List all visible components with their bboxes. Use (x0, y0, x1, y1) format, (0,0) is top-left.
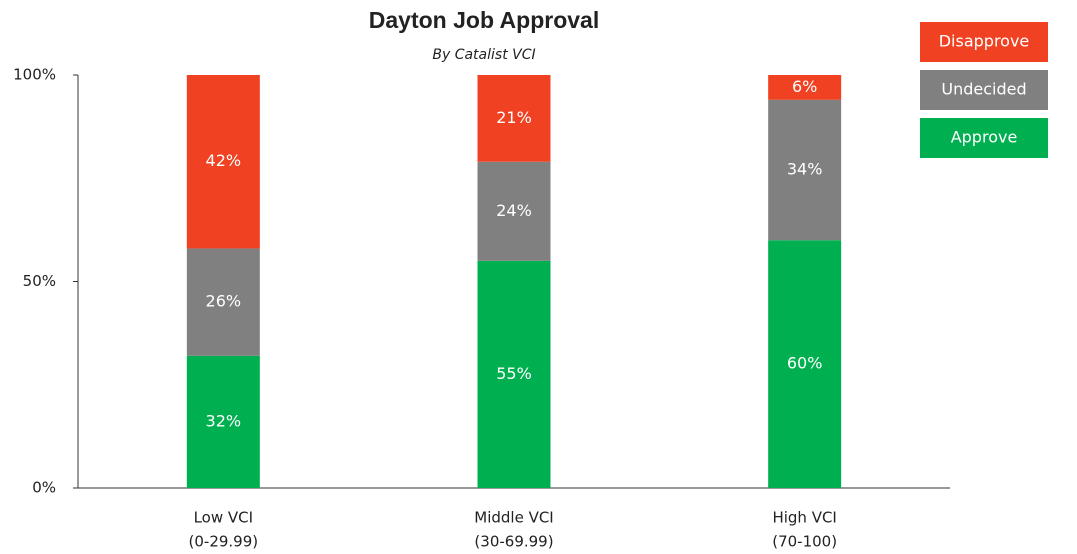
x-tick-label: High VCI (772, 509, 836, 527)
data-label: 42% (206, 151, 242, 170)
y-tick-label: 100% (13, 66, 56, 84)
chart-subtitle: By Catalist VCI (432, 47, 535, 63)
y-tick-label: 0% (32, 479, 56, 497)
data-label: 6% (792, 77, 817, 96)
x-tick-label: (70-100) (772, 533, 837, 551)
legend-swatch (920, 118, 1048, 158)
legend-label: Approve (951, 128, 1018, 147)
data-label: 26% (206, 292, 242, 311)
bar-segment (768, 240, 842, 488)
bar-segment (186, 248, 260, 356)
bar-segment (768, 75, 842, 100)
data-label: 34% (787, 159, 823, 178)
bar-segment (477, 75, 551, 162)
legend-swatch (920, 22, 1048, 62)
x-tick-label: Middle VCI (474, 509, 553, 527)
x-tick-label: (0-29.99) (189, 533, 259, 551)
bar-segment (186, 75, 260, 249)
chart-title: Dayton Job Approval (369, 7, 599, 33)
legend-swatch (920, 70, 1048, 110)
legend-label: Disapprove (939, 32, 1030, 51)
bar-segment (477, 260, 551, 488)
data-label: 21% (496, 108, 532, 127)
data-label: 24% (496, 201, 532, 220)
data-label: 55% (496, 364, 532, 383)
legend-label: Undecided (941, 80, 1026, 99)
data-label: 60% (787, 354, 823, 373)
bar-segment (186, 355, 260, 488)
x-tick-label: Low VCI (194, 509, 253, 527)
bar-segment (477, 161, 551, 261)
y-tick-label: 50% (23, 272, 56, 290)
x-tick-label: (30-69.99) (474, 533, 553, 551)
bar-segment (768, 99, 842, 241)
data-label: 32% (206, 411, 242, 430)
